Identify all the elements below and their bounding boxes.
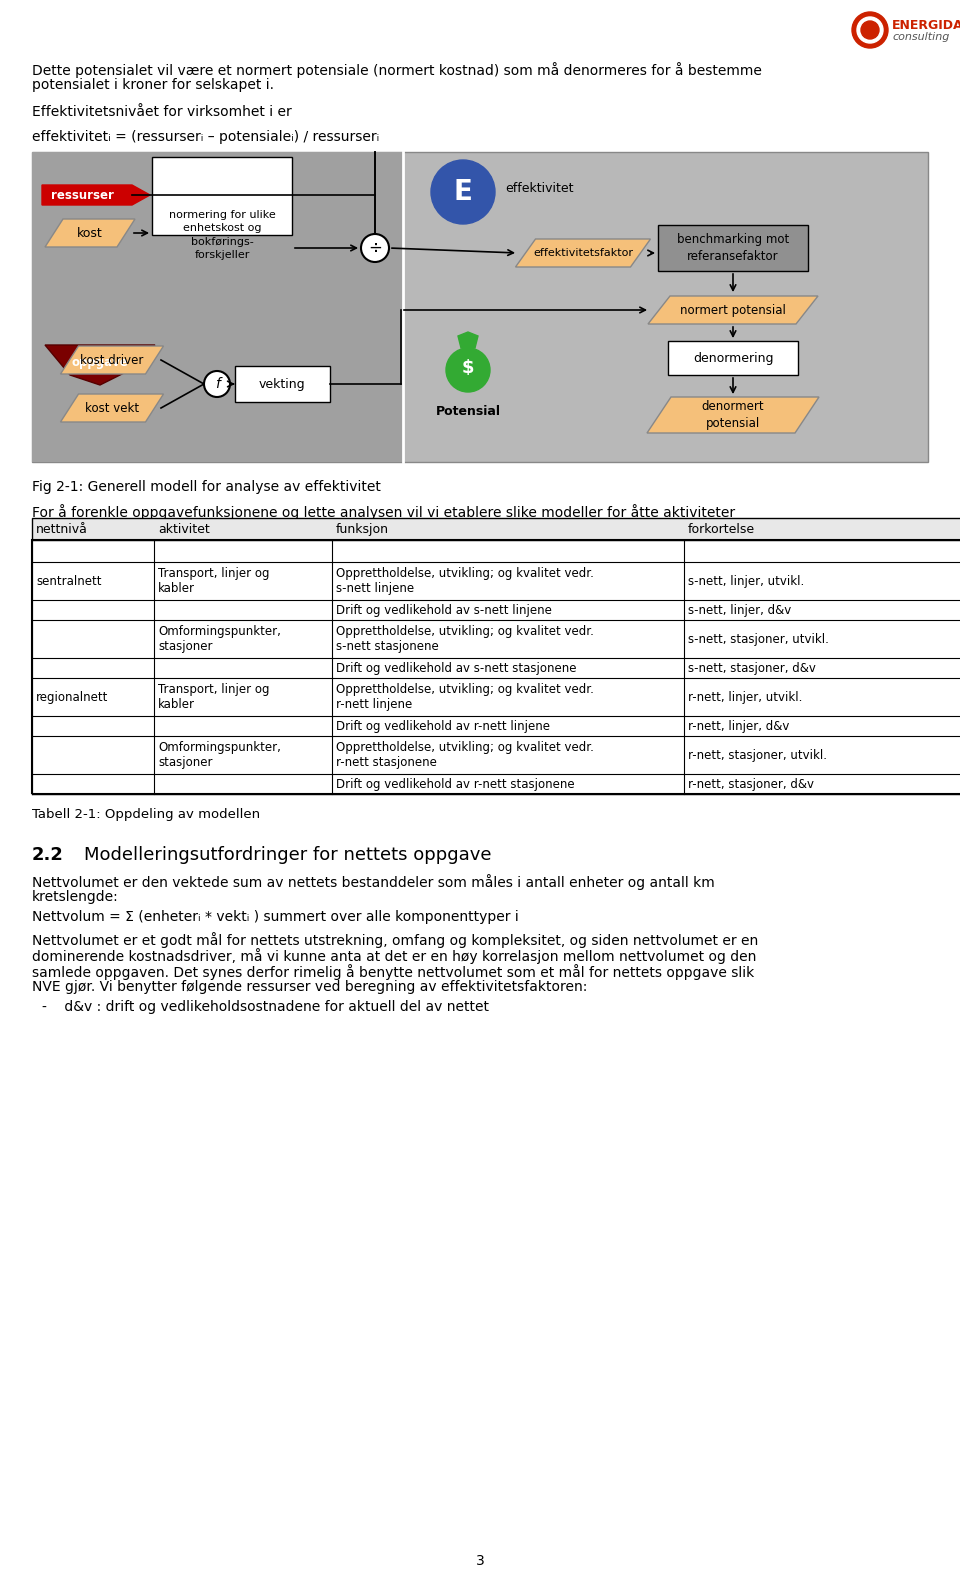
Text: consulting: consulting bbox=[892, 32, 949, 43]
Polygon shape bbox=[648, 297, 818, 323]
Circle shape bbox=[204, 371, 230, 398]
Text: Dette potensialet vil være et normert potensiale (normert kostnad) som må denorm: Dette potensialet vil være et normert po… bbox=[32, 62, 762, 77]
Text: Opprettholdelse, utvikling; og kvalitet vedr.
r-nett stasjonene: Opprettholdelse, utvikling; og kvalitet … bbox=[336, 742, 594, 768]
Text: $: $ bbox=[462, 360, 474, 377]
Text: forkortelse: forkortelse bbox=[688, 522, 756, 535]
Text: nettnivå: nettnivå bbox=[36, 522, 88, 535]
Bar bbox=[32, 151, 928, 462]
Text: s-nett, linjer, utvikl.: s-nett, linjer, utvikl. bbox=[688, 574, 804, 587]
Polygon shape bbox=[647, 398, 819, 432]
Text: Transport, linjer og
kabler: Transport, linjer og kabler bbox=[158, 567, 270, 595]
Text: regionalnett: regionalnett bbox=[36, 691, 108, 704]
Text: oppgave: oppgave bbox=[72, 355, 129, 369]
Text: effektivitetsfaktor: effektivitetsfaktor bbox=[533, 248, 633, 257]
Text: s-nett, linjer, d&v: s-nett, linjer, d&v bbox=[688, 603, 791, 617]
Text: ÷: ÷ bbox=[368, 238, 382, 257]
Text: effektivitet: effektivitet bbox=[505, 181, 573, 194]
Text: aktivitet: aktivitet bbox=[158, 522, 209, 535]
Bar bbox=[32, 540, 960, 794]
Text: denormert
potensial: denormert potensial bbox=[702, 399, 764, 429]
Bar bbox=[152, 156, 292, 235]
Text: Drift og vedlikehold av s-nett stasjonene: Drift og vedlikehold av s-nett stasjonen… bbox=[336, 661, 577, 674]
Text: E: E bbox=[453, 178, 472, 207]
Text: ENERGIDATA: ENERGIDATA bbox=[892, 19, 960, 32]
Circle shape bbox=[857, 17, 883, 43]
Text: denormering: denormering bbox=[693, 352, 773, 365]
Text: benchmarking mot
referansefaktor: benchmarking mot referansefaktor bbox=[677, 234, 789, 264]
Text: kretslengde:: kretslengde: bbox=[32, 890, 119, 904]
Bar bbox=[32, 518, 960, 540]
Text: Drift og vedlikehold av r-nett stasjonene: Drift og vedlikehold av r-nett stasjonen… bbox=[336, 778, 575, 791]
FancyArrow shape bbox=[42, 185, 150, 205]
Text: -    d&v : drift og vedlikeholdsostnadene for aktuell del av nettet: - d&v : drift og vedlikeholdsostnadene f… bbox=[42, 1000, 489, 1015]
Text: vekting: vekting bbox=[258, 377, 305, 390]
Text: s-nett, stasjoner, d&v: s-nett, stasjoner, d&v bbox=[688, 661, 816, 674]
Text: Modelleringsutfordringer for nettets oppgave: Modelleringsutfordringer for nettets opp… bbox=[84, 846, 492, 865]
Text: s-nett, stasjoner, utvikl.: s-nett, stasjoner, utvikl. bbox=[688, 633, 828, 645]
Bar bbox=[668, 341, 798, 376]
Text: f: f bbox=[215, 377, 220, 391]
Polygon shape bbox=[516, 238, 651, 267]
Text: Transport, linjer og
kabler: Transport, linjer og kabler bbox=[158, 683, 270, 712]
Text: r-nett, linjer, d&v: r-nett, linjer, d&v bbox=[688, 720, 789, 732]
Text: r-nett, linjer, utvikl.: r-nett, linjer, utvikl. bbox=[688, 691, 803, 704]
Text: For å forenkle oppgavefunksjonene og lette analysen vil vi etablere slike modell: For å forenkle oppgavefunksjonene og let… bbox=[32, 503, 735, 521]
Circle shape bbox=[852, 13, 888, 47]
Text: Drift og vedlikehold av r-nett linjene: Drift og vedlikehold av r-nett linjene bbox=[336, 720, 550, 732]
Text: dominerende kostnadsdriver, må vi kunne anta at det er en høy korrelasjon mellom: dominerende kostnadsdriver, må vi kunne … bbox=[32, 948, 756, 964]
Text: Tabell 2-1: Oppdeling av modellen: Tabell 2-1: Oppdeling av modellen bbox=[32, 808, 260, 821]
Text: Opprettholdelse, utvikling; og kvalitet vedr.
s-nett stasjonene: Opprettholdelse, utvikling; og kvalitet … bbox=[336, 625, 594, 653]
Bar bbox=[235, 366, 330, 402]
Text: ressurser: ressurser bbox=[51, 188, 113, 202]
Text: Nettvolumet er den vektede sum av nettets bestanddeler som måles i antall enhete: Nettvolumet er den vektede sum av nettet… bbox=[32, 874, 715, 890]
Polygon shape bbox=[60, 394, 163, 421]
Text: 2.2: 2.2 bbox=[32, 846, 64, 865]
Text: med to funksjoner pr. aktivitet som vist i tabell 2-2.: med to funksjoner pr. aktivitet som vist… bbox=[32, 521, 389, 533]
Text: kost: kost bbox=[77, 227, 103, 240]
Text: kost driver: kost driver bbox=[81, 353, 144, 366]
Text: 3: 3 bbox=[475, 1554, 485, 1569]
Text: Opprettholdelse, utvikling; og kvalitet vedr.
s-nett linjene: Opprettholdelse, utvikling; og kvalitet … bbox=[336, 567, 594, 595]
Text: kost vekt: kost vekt bbox=[84, 401, 139, 415]
Bar bbox=[658, 226, 808, 271]
Text: effektivitetᵢ = (ressurserᵢ – potensialeᵢ) / ressurserᵢ: effektivitetᵢ = (ressurserᵢ – potensiale… bbox=[32, 129, 379, 144]
Text: funksjon: funksjon bbox=[336, 522, 389, 535]
Circle shape bbox=[361, 234, 389, 262]
Text: r-nett, stasjoner, utvikl.: r-nett, stasjoner, utvikl. bbox=[688, 748, 827, 762]
Text: Effektivitetsnivået for virksomhet i er: Effektivitetsnivået for virksomhet i er bbox=[32, 106, 292, 118]
Text: Opprettholdelse, utvikling; og kvalitet vedr.
r-nett linjene: Opprettholdelse, utvikling; og kvalitet … bbox=[336, 683, 594, 712]
Polygon shape bbox=[45, 219, 135, 248]
Bar bbox=[32, 151, 403, 462]
Text: r-nett, stasjoner, d&v: r-nett, stasjoner, d&v bbox=[688, 778, 814, 791]
Text: potensialet i kroner for selskapet i.: potensialet i kroner for selskapet i. bbox=[32, 77, 274, 92]
Circle shape bbox=[431, 159, 495, 224]
Text: Omformingspunkter,
stasjoner: Omformingspunkter, stasjoner bbox=[158, 742, 281, 768]
Text: normering for ulike
enhetskost og
bokførings-
forskjeller: normering for ulike enhetskost og bokfør… bbox=[169, 210, 276, 260]
Text: Fig 2-1: Generell modell for analyse av effektivitet: Fig 2-1: Generell modell for analyse av … bbox=[32, 480, 381, 494]
Circle shape bbox=[861, 21, 879, 39]
Polygon shape bbox=[458, 331, 478, 349]
Text: normert potensial: normert potensial bbox=[680, 303, 786, 317]
Text: Nettvolum = Σ (enheterᵢ * vektᵢ ) summert over alle komponenttyper i: Nettvolum = Σ (enheterᵢ * vektᵢ ) summer… bbox=[32, 911, 518, 925]
Polygon shape bbox=[60, 346, 163, 374]
Text: Potensial: Potensial bbox=[436, 406, 500, 418]
Text: samlede oppgaven. Det synes derfor rimelig å benytte nettvolumet som et mål for : samlede oppgaven. Det synes derfor rimel… bbox=[32, 964, 755, 980]
Circle shape bbox=[446, 349, 490, 391]
Text: NVE gjør. Vi benytter følgende ressurser ved beregning av effektivitetsfaktoren:: NVE gjør. Vi benytter følgende ressurser… bbox=[32, 980, 588, 994]
Text: Omformingspunkter,
stasjoner: Omformingspunkter, stasjoner bbox=[158, 625, 281, 653]
Text: Drift og vedlikehold av s-nett linjene: Drift og vedlikehold av s-nett linjene bbox=[336, 603, 552, 617]
Text: sentralnett: sentralnett bbox=[36, 574, 102, 587]
Text: Nettvolumet er et godt mål for nettets utstrekning, omfang og kompleksitet, og s: Nettvolumet er et godt mål for nettets u… bbox=[32, 933, 758, 948]
Polygon shape bbox=[45, 346, 155, 385]
